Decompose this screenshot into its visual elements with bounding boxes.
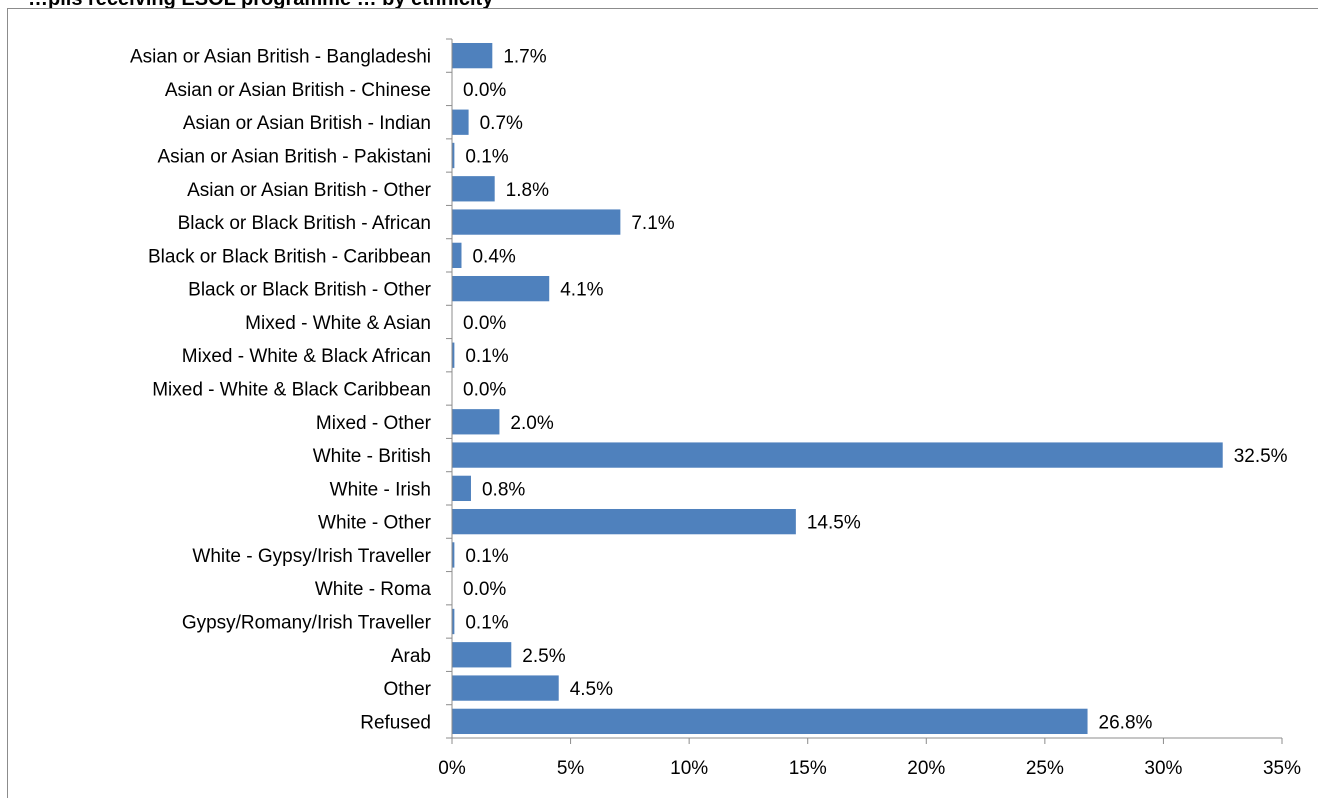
x-tick-label-7: 35% [1263,758,1301,779]
category-label-13: White - Irish [330,479,431,500]
axes-group [446,38,1283,744]
category-label-12: White - British [313,446,431,467]
category-label-6: Black or Black British - Caribbean [148,246,431,267]
bar-12 [452,442,1223,468]
data-label-1: 0.0% [463,80,506,101]
x-tick-label-3: 15% [789,758,827,779]
category-label-7: Black or Black British - Other [188,280,432,301]
bar-5 [452,209,621,235]
category-label-19: Other [383,679,431,700]
category-label-8: Mixed - White & Asian [245,313,431,334]
category-label-2: Asian or Asian British - Indian [183,113,431,134]
data-label-2: 0.7% [480,113,523,134]
x-tick-label-5: 25% [1026,758,1064,779]
data-label-15: 0.1% [465,546,508,567]
data-label-13: 0.8% [482,479,525,500]
bar-2 [452,109,469,135]
category-label-9: Mixed - White & Black African [182,346,431,367]
bar-14 [452,508,796,535]
category-label-1: Asian or Asian British - Chinese [165,80,431,101]
category-label-16: White - Roma [315,579,432,600]
bar-19 [452,675,559,701]
category-label-20: Refused [360,712,431,733]
data-label-14: 14.5% [807,513,861,534]
data-label-9: 0.1% [465,346,508,367]
data-label-11: 2.0% [510,413,553,434]
bar-3 [452,142,455,169]
category-label-18: Arab [391,646,431,667]
chart-title: …pils receiving ESOL programme … by ethn… [28,0,493,11]
category-label-15: White - Gypsy/Irish Traveller [192,546,431,567]
bar-20 [452,708,1088,735]
data-label-19: 4.5% [570,679,613,700]
bar-6 [452,242,462,269]
data-label-18: 2.5% [522,646,565,667]
category-label-5: Black or Black British - African [178,213,431,234]
category-label-10: Mixed - White & Black Caribbean [152,380,431,401]
category-label-0: Asian or Asian British - Bangladeshi [130,47,431,68]
data-label-6: 0.4% [472,246,515,267]
category-label-11: Mixed - Other [316,413,432,434]
category-label-4: Asian or Asian British - Other [187,180,432,201]
bars-group [452,42,1223,735]
data-label-20: 26.8% [1099,712,1153,733]
data-label-16: 0.0% [463,579,506,600]
bar-0 [452,42,493,69]
x-tick-label-1: 5% [557,758,585,779]
data-label-8: 0.0% [463,313,506,334]
chart-frame [7,8,1318,798]
x-tick-label-4: 20% [907,758,945,779]
data-label-17: 0.1% [465,613,508,634]
bar-4 [452,176,495,202]
bar-7 [452,275,550,302]
x-tick-label-2: 10% [670,758,708,779]
bar-17 [452,608,455,635]
x-tick-label-0: 0% [438,758,466,779]
data-label-0: 1.7% [503,47,546,68]
labels-group: Asian or Asian British - Bangladeshi 1.7%… [130,47,1301,779]
bar-18 [452,642,512,668]
bar-15 [452,542,455,568]
bar-11 [452,409,500,435]
category-label-17: Gypsy/Romany/Irish Traveller [182,613,432,634]
data-label-10: 0.0% [463,380,506,401]
data-label-7: 4.1% [560,280,603,301]
bar-13 [452,475,471,502]
category-label-14: White - Other [318,513,432,534]
data-label-3: 0.1% [465,147,508,168]
data-label-4: 1.8% [506,180,549,201]
data-label-5: 7.1% [631,213,674,234]
category-label-3: Asian or Asian British - Pakistani [157,147,431,168]
x-tick-label-6: 30% [1144,758,1182,779]
bar-9 [452,342,455,368]
data-label-12: 32.5% [1234,446,1288,467]
